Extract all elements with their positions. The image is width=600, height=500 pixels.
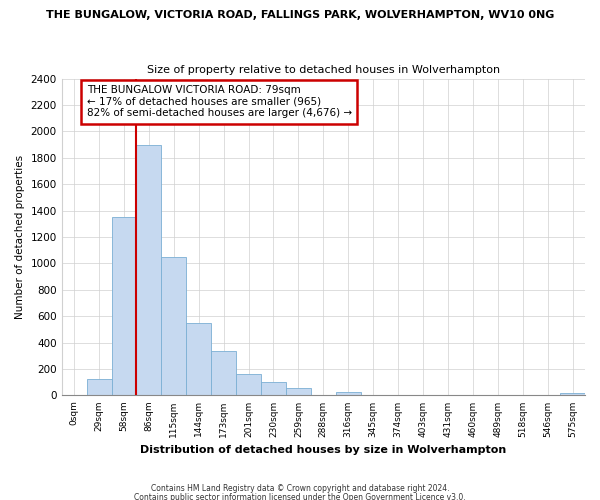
Text: Contains HM Land Registry data © Crown copyright and database right 2024.: Contains HM Land Registry data © Crown c…	[151, 484, 449, 493]
Text: THE BUNGALOW, VICTORIA ROAD, FALLINGS PARK, WOLVERHAMPTON, WV10 0NG: THE BUNGALOW, VICTORIA ROAD, FALLINGS PA…	[46, 10, 554, 20]
Bar	[336, 392, 361, 396]
Bar	[211, 351, 236, 396]
Title: Size of property relative to detached houses in Wolverhampton: Size of property relative to detached ho…	[147, 65, 500, 75]
Bar	[186, 323, 211, 396]
Bar	[136, 144, 161, 396]
Bar	[560, 394, 585, 396]
Bar	[86, 379, 112, 396]
Bar	[261, 382, 286, 396]
Bar	[112, 217, 136, 396]
Bar	[161, 257, 186, 396]
Bar	[286, 388, 311, 396]
Text: Contains public sector information licensed under the Open Government Licence v3: Contains public sector information licen…	[134, 492, 466, 500]
X-axis label: Distribution of detached houses by size in Wolverhampton: Distribution of detached houses by size …	[140, 445, 506, 455]
Text: THE BUNGALOW VICTORIA ROAD: 79sqm
← 17% of detached houses are smaller (965)
82%: THE BUNGALOW VICTORIA ROAD: 79sqm ← 17% …	[86, 85, 352, 118]
Bar	[236, 374, 261, 396]
Y-axis label: Number of detached properties: Number of detached properties	[15, 155, 25, 319]
